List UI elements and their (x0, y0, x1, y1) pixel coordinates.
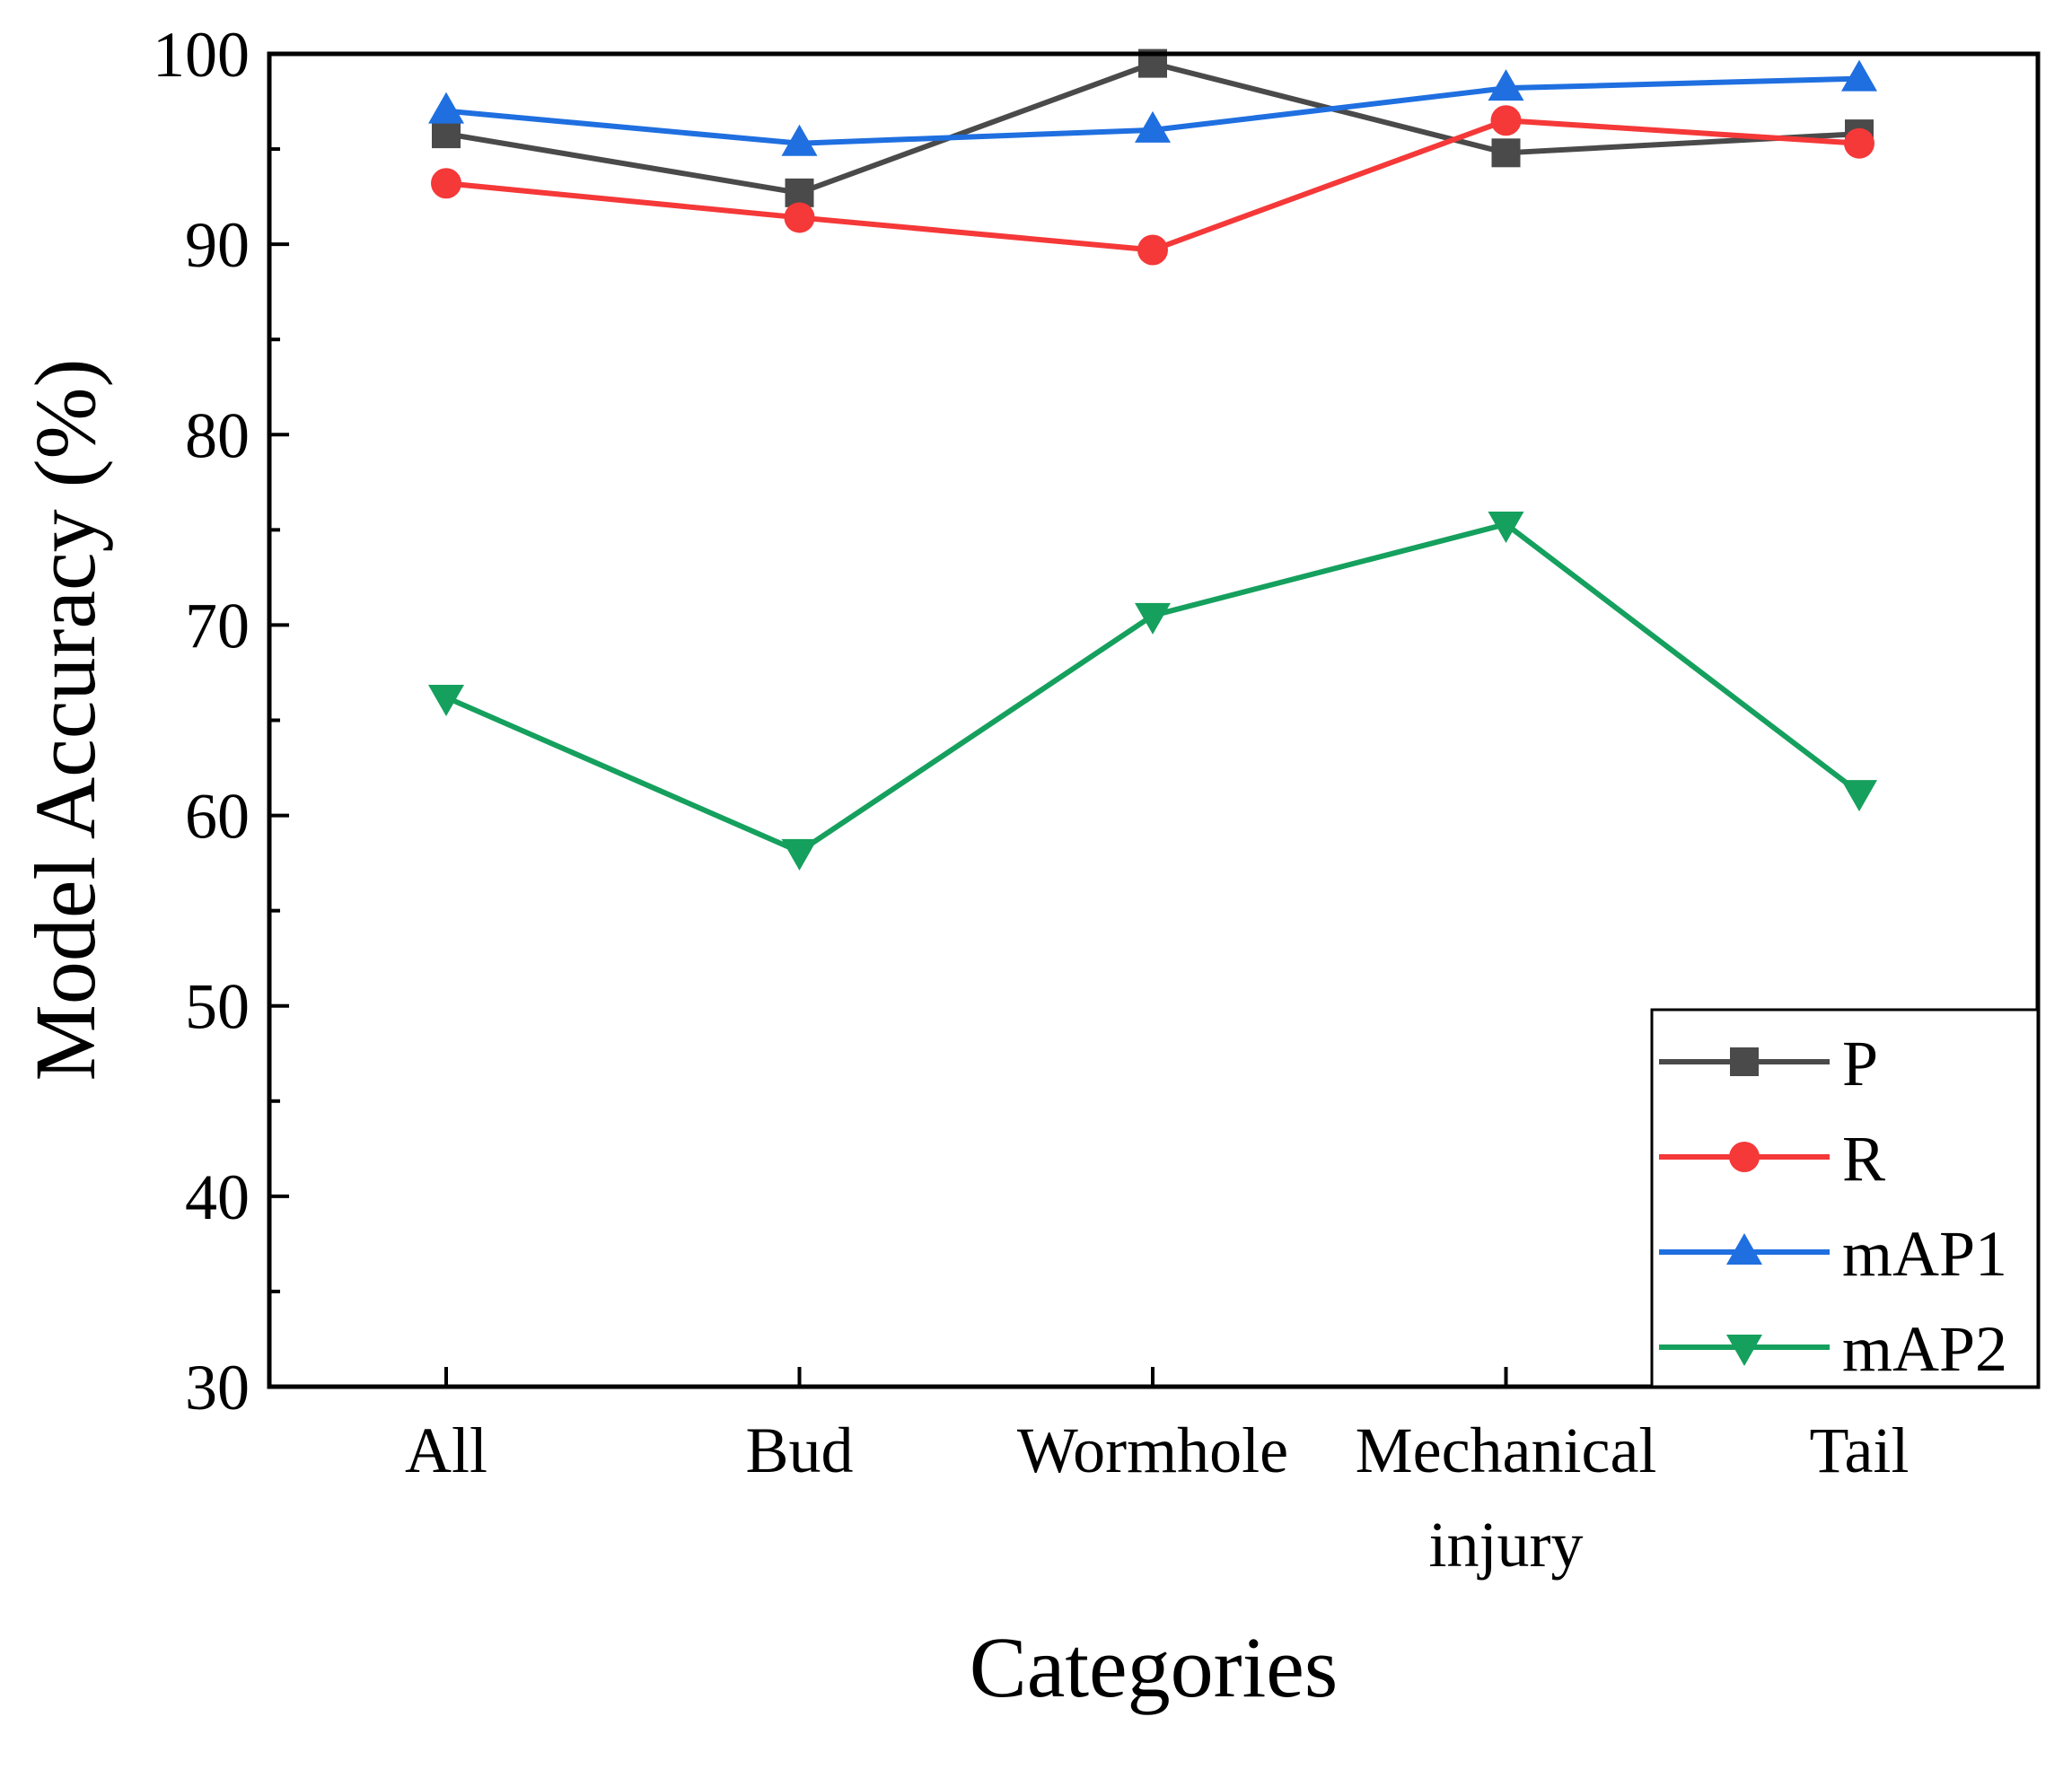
series-R (431, 105, 1874, 266)
data-point-mAP1 (1841, 59, 1877, 92)
data-point-R (1844, 127, 1874, 159)
x-axis: All Bud Wormhole Mechanical injury Tail (405, 1367, 1909, 1581)
data-point-mAP2 (1488, 511, 1524, 543)
series-mAP2 (428, 511, 1877, 871)
legend-marker (1730, 1047, 1759, 1076)
legend-label: P (1842, 1028, 1878, 1099)
x-tick-label: All (405, 1415, 487, 1486)
y-tick-label: 70 (185, 590, 250, 661)
data-point-mAP2 (1841, 780, 1877, 812)
legend-item-P: P (1659, 1028, 1878, 1099)
data-point-mAP1 (781, 124, 818, 156)
y-tick-label: 40 (185, 1161, 250, 1233)
legend-marker (1729, 1142, 1760, 1172)
legend-item-mAP1: mAP1 (1659, 1218, 2007, 1290)
data-point-R (431, 168, 461, 199)
y-tick-label: 100 (153, 19, 250, 91)
data-point-R (784, 202, 815, 233)
legend-box (1650, 1008, 2040, 1388)
y-tick-label: 80 (185, 399, 250, 471)
legend-marker (1726, 1335, 1762, 1366)
legend-label: mAP1 (1842, 1218, 2007, 1290)
x-axis-title: Categories (970, 1619, 1339, 1715)
data-point-R (1137, 234, 1168, 266)
series-mAP1 (428, 59, 1877, 156)
legend-item-mAP2: mAP2 (1659, 1313, 2007, 1385)
series-line-mAP2 (444, 521, 1861, 854)
data-point-mAP1 (428, 92, 464, 124)
series-layer (428, 48, 1877, 871)
data-point-mAP2 (428, 685, 464, 717)
x-tick-label: injury (1429, 1509, 1584, 1581)
legend-label: mAP2 (1842, 1313, 2007, 1385)
x-tick-label: Wormhole (1017, 1415, 1288, 1486)
data-point-mAP1 (1135, 110, 1171, 143)
y-tick-label: 30 (185, 1352, 250, 1423)
x-tick-label: Bud (745, 1415, 853, 1486)
legend-item-R: R (1659, 1123, 1885, 1195)
y-axis-title: Model Accuracy (%) (17, 359, 113, 1082)
x-tick-label: Mechanical (1356, 1415, 1657, 1486)
y-tick-label: 60 (185, 781, 250, 853)
y-tick-label: 50 (185, 971, 250, 1043)
y-axis: 30 40 50 60 70 80 90 100 (153, 19, 289, 1423)
data-point-mAP2 (781, 838, 818, 871)
data-point-P (432, 119, 461, 149)
legend-label: R (1842, 1123, 1885, 1195)
y-tick-label: 90 (185, 209, 250, 281)
data-point-P (1491, 138, 1521, 168)
legend-marker (1726, 1233, 1762, 1265)
data-point-R (1490, 105, 1522, 136)
data-point-mAP1 (1488, 69, 1524, 101)
data-point-mAP2 (1135, 602, 1171, 635)
x-tick-label: Tail (1810, 1415, 1910, 1486)
